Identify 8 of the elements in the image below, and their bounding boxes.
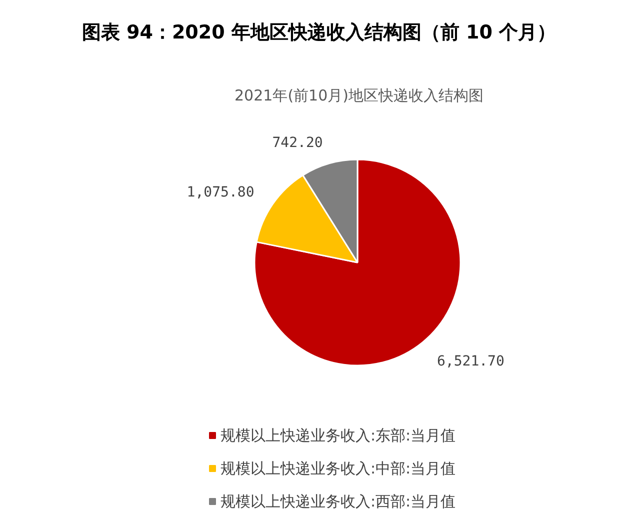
data-label: 742.20 <box>272 135 323 152</box>
chart-title: 图表 94：2020 年地区快递收入结构图（前 10 个月） <box>82 22 556 44</box>
legend-label: 规模以上快递业务收入:东部:当月值 <box>220 426 456 444</box>
legend-label: 规模以上快递业务收入:西部:当月值 <box>220 492 456 510</box>
data-label: 6,521.70 <box>436 353 504 370</box>
legend-label: 规模以上快递业务收入:中部:当月值 <box>220 460 456 478</box>
data-label: 1,075.80 <box>186 184 254 200</box>
chart-subtitle: 2021年(前10月)地区快递收入结构图 <box>234 86 484 104</box>
